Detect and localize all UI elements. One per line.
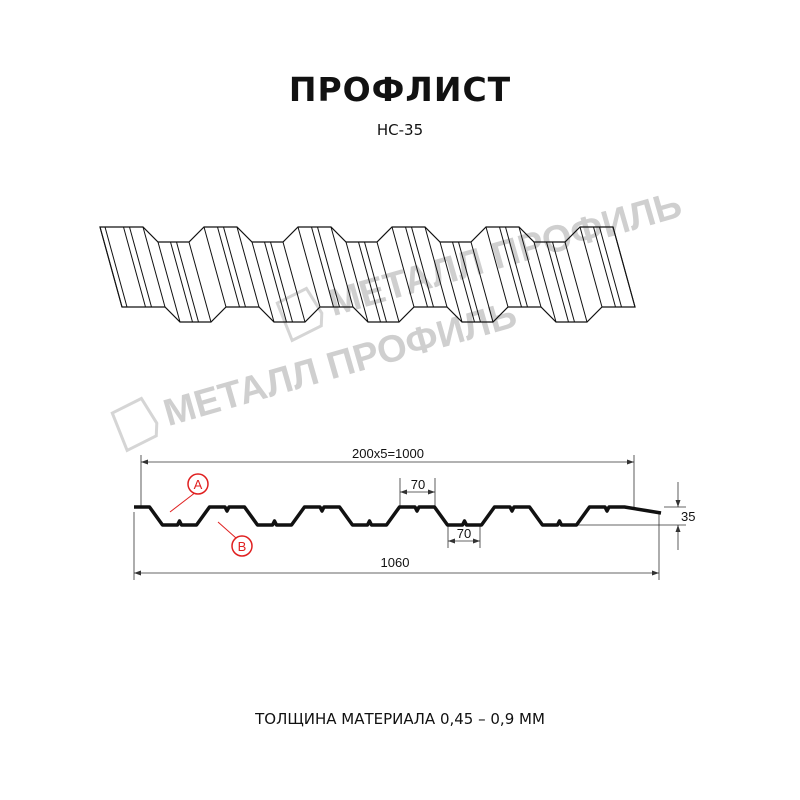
groove-line [123,226,146,308]
fold-line [330,226,354,308]
groove-line [317,226,340,308]
fold-line [157,241,181,323]
fold-line [99,226,123,308]
fold-line [142,226,166,308]
fold-line [533,241,557,323]
groove-line [411,226,434,308]
groove-line [223,226,246,308]
fold-line [470,241,494,323]
fold-line [188,241,212,323]
pitch-label: 200x5=1000 [352,446,424,461]
groove-line [170,241,193,323]
groove-line [593,226,616,308]
dimension-lines [133,455,686,580]
profile-3d-view [99,226,636,323]
profile-cross-section [134,505,662,527]
groove-line [264,241,287,323]
fold-line [564,241,588,323]
fold-line [424,226,448,308]
fold-line [251,241,275,323]
groove-line [176,241,199,323]
svg-text:B: B [238,539,247,554]
fold-line [376,241,400,323]
groove-line [270,241,293,323]
groove-line [405,226,428,308]
fold-line [485,226,509,308]
groove-line [505,226,528,308]
svg-text:A: A [194,477,203,492]
fold-line [391,226,415,308]
fold-line [518,226,542,308]
groove-line [546,241,569,323]
fold-line [203,226,227,308]
groove-line [599,226,622,308]
edge-line [104,226,128,308]
fold-line [236,226,260,308]
dimension-arrows [134,459,681,576]
page-title: ПРОФЛИСТ [288,70,512,109]
groove-line [217,226,240,308]
bottom-flat-label: 70 [457,526,471,541]
fold-line [282,241,306,323]
top-flat-label: 70 [411,477,425,492]
groove-line [552,241,575,323]
groove-line [358,241,381,323]
marker-b: B [217,521,253,557]
fold-line [612,226,636,308]
fold-line [297,226,321,308]
marker-a: A [169,473,209,513]
material-thickness: ТОЛЩИНА МАТЕРИАЛА 0,45 – 0,9 ММ [255,710,545,728]
overall-width-label: 1060 [381,555,410,570]
fold-line [439,241,463,323]
fold-line [579,226,603,308]
groove-line [452,241,475,323]
fold-line [345,241,369,323]
groove-line [364,241,387,323]
groove-line [129,226,152,308]
groove-line [499,226,522,308]
height-label: 35 [681,509,695,524]
groove-line [458,241,481,323]
groove-line [311,226,334,308]
profile-model: НС-35 [376,121,424,139]
